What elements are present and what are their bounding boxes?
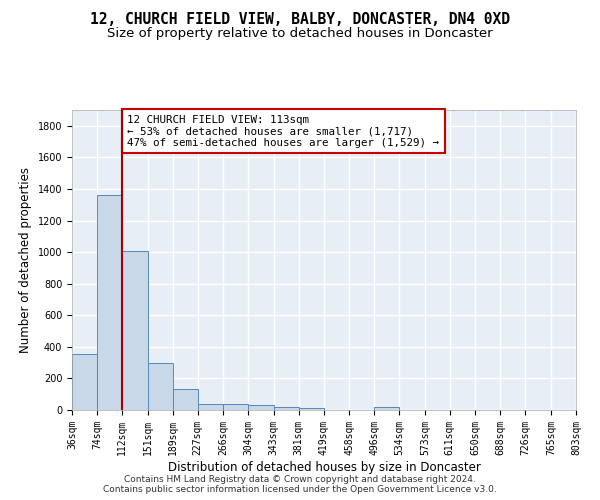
Text: Contains HM Land Registry data © Crown copyright and database right 2024.
Contai: Contains HM Land Registry data © Crown c…: [103, 474, 497, 494]
Bar: [374, 407, 399, 410]
Bar: [148, 364, 173, 410]
Bar: [122, 250, 148, 410]
Bar: [299, 408, 323, 410]
X-axis label: Distribution of detached houses by size in Doncaster: Distribution of detached houses by size …: [167, 460, 481, 473]
Bar: [72, 354, 97, 410]
Text: Size of property relative to detached houses in Doncaster: Size of property relative to detached ho…: [107, 28, 493, 40]
Bar: [274, 407, 299, 410]
Text: 12, CHURCH FIELD VIEW, BALBY, DONCASTER, DN4 0XD: 12, CHURCH FIELD VIEW, BALBY, DONCASTER,…: [90, 12, 510, 28]
Text: 12 CHURCH FIELD VIEW: 113sqm
← 53% of detached houses are smaller (1,717)
47% of: 12 CHURCH FIELD VIEW: 113sqm ← 53% of de…: [127, 114, 439, 148]
Bar: [197, 404, 223, 410]
Bar: [173, 390, 197, 410]
Bar: [248, 406, 274, 410]
Bar: [97, 196, 122, 410]
Y-axis label: Number of detached properties: Number of detached properties: [19, 167, 32, 353]
Bar: [223, 404, 248, 410]
